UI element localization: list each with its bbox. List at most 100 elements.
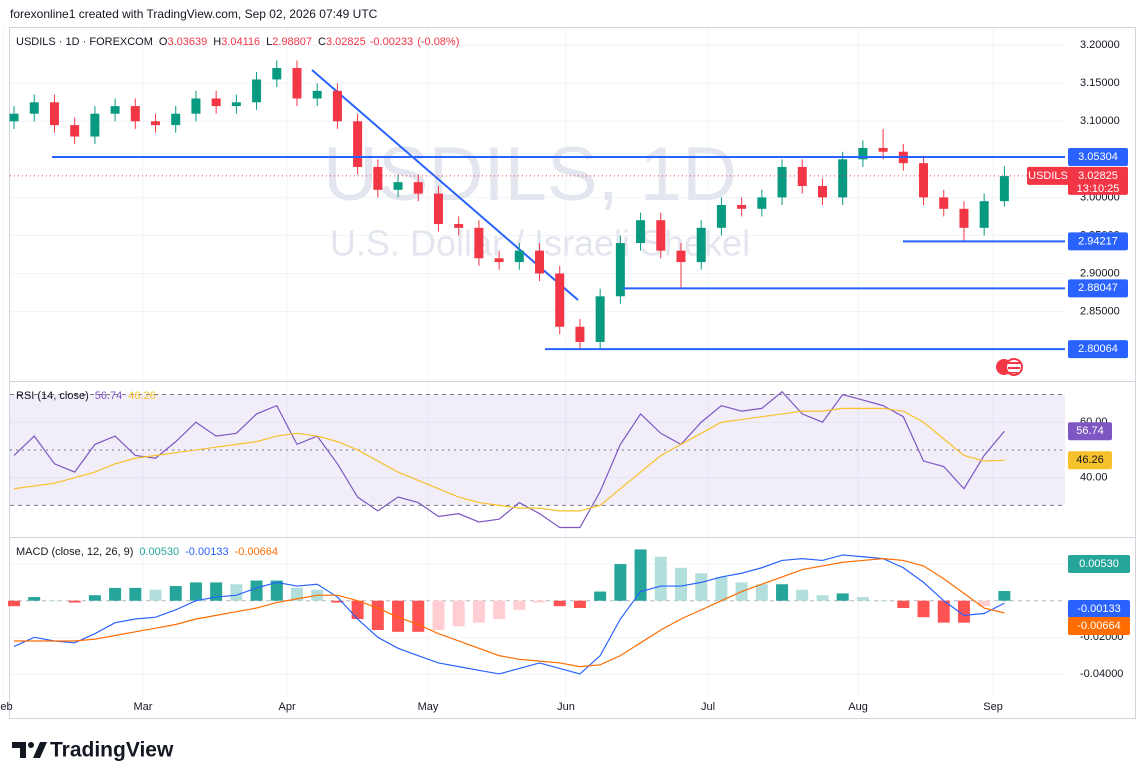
tradingview-logo bbox=[12, 742, 47, 758]
level-label-bg bbox=[1068, 279, 1128, 298]
candle-body bbox=[716, 205, 726, 228]
macd-histogram bbox=[432, 600, 445, 630]
candle-body bbox=[615, 243, 625, 297]
candle-body bbox=[817, 185, 827, 198]
grid bbox=[2, 28, 1065, 697]
watermark-symbol: USDILS, 1D bbox=[323, 132, 737, 217]
macd-value-bg bbox=[1068, 555, 1130, 573]
candle-body bbox=[474, 227, 484, 259]
ohlc-key: L bbox=[266, 36, 272, 48]
candle-body bbox=[252, 79, 262, 103]
change-pct: (-0.08%) bbox=[417, 36, 459, 48]
y-tick-label: 2.90000 bbox=[1080, 267, 1120, 279]
macd-histogram bbox=[230, 584, 243, 601]
candle-body bbox=[9, 113, 19, 122]
x-tick-label: Apr bbox=[279, 701, 296, 713]
candle-body bbox=[70, 125, 80, 137]
macd-value-label: -0.00133 bbox=[1077, 603, 1120, 615]
macd-histogram bbox=[331, 600, 344, 603]
macd-line bbox=[13, 554, 1005, 675]
macd-histogram bbox=[109, 587, 122, 601]
macd-histogram bbox=[88, 595, 101, 601]
candle-body bbox=[29, 102, 39, 114]
symbol-label: USDILS bbox=[1028, 170, 1068, 182]
macd-value-bg bbox=[1068, 600, 1130, 618]
ohlc-key: C bbox=[318, 36, 326, 48]
ohlc-key: H bbox=[213, 36, 221, 48]
countdown: 13:10:25 bbox=[1077, 183, 1120, 195]
rsi-value: 46.26 bbox=[128, 390, 156, 402]
macd-histogram bbox=[836, 593, 849, 601]
candle-body bbox=[433, 193, 443, 225]
x-tick-label: Jul bbox=[701, 701, 715, 713]
candle-body bbox=[535, 250, 545, 274]
candle-body bbox=[575, 326, 585, 342]
x-tick-label: Jun bbox=[557, 701, 575, 713]
x-tick-label: May bbox=[418, 701, 439, 713]
candle-body bbox=[373, 166, 383, 190]
macd-histogram bbox=[68, 600, 81, 603]
macd-histogram bbox=[937, 600, 950, 623]
y-tick-label: 3.15000 bbox=[1080, 77, 1120, 89]
credit: forexonline1 created with TradingView.co… bbox=[10, 7, 378, 21]
ohlc-value: 3.03639 bbox=[167, 36, 207, 48]
rsi-line bbox=[13, 407, 1005, 512]
level-label-bg bbox=[1068, 148, 1128, 167]
ohlc-value: 3.02825 bbox=[326, 36, 366, 48]
candle-body bbox=[757, 197, 767, 209]
rsi-value-label: 56.74 bbox=[1076, 425, 1104, 437]
rsi-line bbox=[13, 390, 1005, 529]
candle-body bbox=[858, 147, 868, 160]
macd-value: -0.00664 bbox=[235, 546, 278, 558]
candle-body bbox=[292, 68, 302, 99]
macd-histogram bbox=[897, 600, 910, 609]
macd-histogram bbox=[210, 582, 223, 601]
macd-histogram bbox=[392, 600, 405, 632]
macd-histogram bbox=[634, 549, 647, 601]
macd-histogram bbox=[695, 573, 708, 601]
macd-histogram bbox=[28, 597, 41, 601]
rsi-value: 56.74 bbox=[95, 390, 123, 402]
macd-histogram bbox=[371, 600, 384, 630]
ohlc-key: O bbox=[159, 36, 168, 48]
macd-histogram bbox=[856, 597, 869, 601]
macd-histogram bbox=[573, 600, 586, 609]
macd-histogram bbox=[513, 600, 526, 610]
candle-body bbox=[231, 102, 241, 107]
macd-histogram bbox=[472, 600, 485, 623]
macd-legend: MACD (close, 12, 26, 9) 0.00530 -0.00133 -0… bbox=[16, 546, 278, 558]
trend-line[interactable] bbox=[311, 69, 579, 301]
candle-body bbox=[676, 250, 686, 263]
macd-histogram bbox=[978, 600, 991, 607]
rsi-legend: RSI (14, close) 56.74 46.26 bbox=[16, 390, 156, 402]
flag-icon bbox=[996, 358, 1023, 376]
candle-body bbox=[151, 121, 161, 126]
change: -0.00233 bbox=[370, 36, 413, 48]
level-label: 2.88047 bbox=[1078, 282, 1118, 294]
candle-body bbox=[939, 197, 949, 209]
candle-body bbox=[312, 90, 322, 99]
candle-body bbox=[959, 208, 969, 228]
level-label: 3.05304 bbox=[1078, 151, 1118, 163]
candle-body bbox=[454, 224, 464, 228]
candle-body bbox=[777, 166, 787, 198]
candle-body bbox=[979, 201, 989, 228]
ohlc-value: 3.04116 bbox=[221, 36, 260, 48]
macd-histogram bbox=[755, 584, 768, 601]
candle-body bbox=[130, 106, 140, 122]
macd-value-label: 0.00530 bbox=[1079, 558, 1119, 570]
macd-histogram bbox=[412, 600, 425, 632]
macd-histogram bbox=[674, 567, 687, 601]
macd-histogram bbox=[715, 576, 728, 601]
macd-histogram bbox=[351, 600, 364, 620]
chart-frame bbox=[9, 27, 1136, 719]
symbol: USDILS · 1D · FOREXCOM bbox=[16, 36, 153, 48]
macd-histogram bbox=[250, 580, 263, 601]
level-label: 2.80064 bbox=[1078, 343, 1118, 355]
macd-value: -0.00133 bbox=[185, 546, 228, 558]
rsi-value-label: 46.26 bbox=[1076, 454, 1104, 466]
macd-histogram bbox=[533, 600, 546, 603]
level-label: 2.94217 bbox=[1078, 235, 1118, 247]
macd-histogram bbox=[776, 584, 789, 601]
